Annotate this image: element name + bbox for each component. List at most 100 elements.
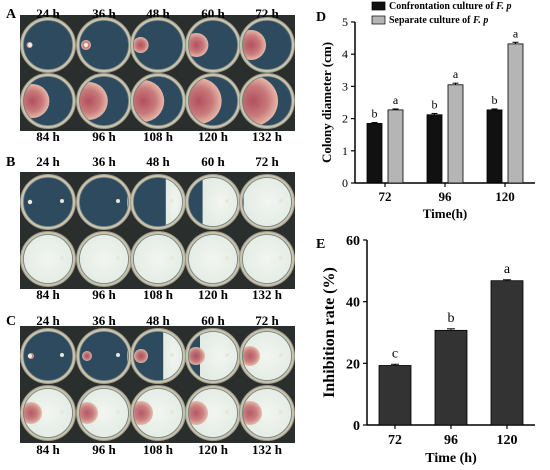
colony-fp bbox=[133, 80, 165, 122]
dish-content bbox=[133, 80, 165, 122]
time-label: 60 h bbox=[201, 313, 225, 328]
dish-content bbox=[243, 177, 292, 227]
inoculum bbox=[225, 410, 229, 414]
colony-fp bbox=[134, 349, 148, 363]
colony-antagonist bbox=[133, 234, 183, 284]
colony-antagonist bbox=[242, 388, 292, 438]
dish-edge bbox=[242, 177, 292, 227]
bar bbox=[378, 365, 412, 426]
inoculum bbox=[279, 199, 283, 203]
dish-content bbox=[27, 353, 64, 359]
colony-antagonist bbox=[188, 388, 238, 438]
y-tick-label: 2 bbox=[342, 112, 348, 126]
panel-a: A 24 h 84 h 36 h 96 h 48 h 108 h 60 h 120 h 72 h 1… bbox=[6, 6, 295, 144]
time-label: 24 h bbox=[36, 6, 60, 21]
colony-antagonist bbox=[23, 388, 73, 438]
colony-antagonist bbox=[188, 234, 238, 284]
petri-dish bbox=[20, 73, 76, 129]
colony-fp bbox=[133, 401, 153, 425]
dish-edge bbox=[23, 234, 73, 284]
petri-dish bbox=[239, 17, 295, 73]
dish-edge bbox=[188, 234, 238, 284]
time-label: 36 h bbox=[92, 154, 116, 169]
agar bbox=[23, 177, 73, 227]
time-label: 132 h bbox=[252, 442, 283, 457]
time-label: 132 h bbox=[252, 129, 283, 144]
time-label: 96 h bbox=[92, 129, 116, 144]
dish-content bbox=[242, 76, 278, 126]
time-label: 48 h bbox=[146, 154, 170, 169]
dish-edge bbox=[23, 388, 73, 438]
petri-dish bbox=[130, 17, 186, 73]
time-label: 60 h bbox=[201, 6, 225, 21]
dish-edge bbox=[79, 76, 129, 126]
petri-dish bbox=[130, 328, 186, 384]
inoculum bbox=[225, 199, 229, 203]
time-label: 108 h bbox=[143, 129, 174, 144]
dish-content bbox=[188, 234, 238, 284]
dish-edge bbox=[133, 177, 183, 227]
colony-fp bbox=[82, 351, 92, 361]
y-axis-label: Colony diameter (cm) bbox=[319, 42, 334, 163]
dish-content bbox=[23, 388, 73, 438]
petri-dish bbox=[239, 174, 295, 230]
time-label: 120 h bbox=[198, 129, 229, 144]
dish-edge bbox=[242, 388, 292, 438]
colony-antagonist bbox=[23, 234, 73, 284]
dish-edge bbox=[23, 76, 73, 126]
y-tick-label: 4 bbox=[342, 47, 348, 61]
inoculum bbox=[279, 410, 283, 414]
inoculum bbox=[60, 410, 64, 414]
bar bbox=[434, 329, 468, 426]
time-label: 48 h bbox=[146, 6, 170, 21]
inoculum bbox=[170, 199, 174, 203]
dish-content bbox=[242, 234, 292, 284]
dish-content bbox=[242, 331, 292, 381]
petri-dish bbox=[130, 231, 186, 287]
petri-dish bbox=[76, 328, 132, 384]
panel-b: B 24 h 84 h 36 h 96 h 48 h 108 h 60 h 120 h 72 h 1… bbox=[6, 154, 295, 302]
dish-edge bbox=[188, 331, 238, 381]
time-label: 84 h bbox=[36, 442, 60, 457]
colony-fp bbox=[188, 78, 222, 124]
time-label: 96 h bbox=[92, 287, 116, 302]
colony-fp bbox=[242, 346, 260, 366]
y-tick-label: 20 bbox=[346, 357, 360, 372]
colony-antagonist bbox=[127, 177, 129, 227]
legend-swatch bbox=[371, 15, 386, 25]
dish-content bbox=[23, 234, 73, 284]
agar bbox=[23, 331, 73, 381]
panel-c: C 24 h 84 h 36 h 96 h 48 h 108 h 60 h 120 h 72 h 1… bbox=[6, 313, 295, 457]
agar bbox=[79, 20, 129, 70]
dish-content bbox=[242, 388, 292, 438]
petri-dish bbox=[76, 73, 132, 129]
panel-letter: B bbox=[6, 155, 15, 170]
time-label: 60 h bbox=[201, 154, 225, 169]
colony-antagonist bbox=[79, 234, 129, 284]
time-label: 24 h bbox=[36, 154, 60, 169]
inoculum bbox=[116, 256, 120, 260]
petri-dish bbox=[76, 17, 132, 73]
significance-letter: b bbox=[448, 311, 455, 326]
time-label: 108 h bbox=[143, 287, 174, 302]
dish-edge bbox=[79, 234, 129, 284]
dish-content bbox=[27, 199, 64, 205]
dish-content bbox=[188, 33, 209, 57]
panel-letter: A bbox=[6, 7, 17, 22]
colony-antagonist bbox=[242, 234, 292, 284]
petri-dish bbox=[76, 385, 132, 441]
dish-edge bbox=[133, 234, 183, 284]
dish-content bbox=[188, 78, 222, 124]
inoculum-plug bbox=[27, 353, 33, 359]
dish-edge bbox=[242, 20, 292, 70]
x-tick-label: 72 bbox=[379, 189, 392, 204]
dish-content bbox=[81, 40, 91, 50]
y-tick-label: 3 bbox=[342, 79, 348, 93]
y-tick-label: 0 bbox=[353, 419, 360, 434]
petri-dish bbox=[239, 328, 295, 384]
y-axis-label: Inhibition rate (%) bbox=[321, 267, 338, 398]
time-label: 24 h bbox=[36, 313, 60, 328]
dish-edge bbox=[188, 76, 238, 126]
